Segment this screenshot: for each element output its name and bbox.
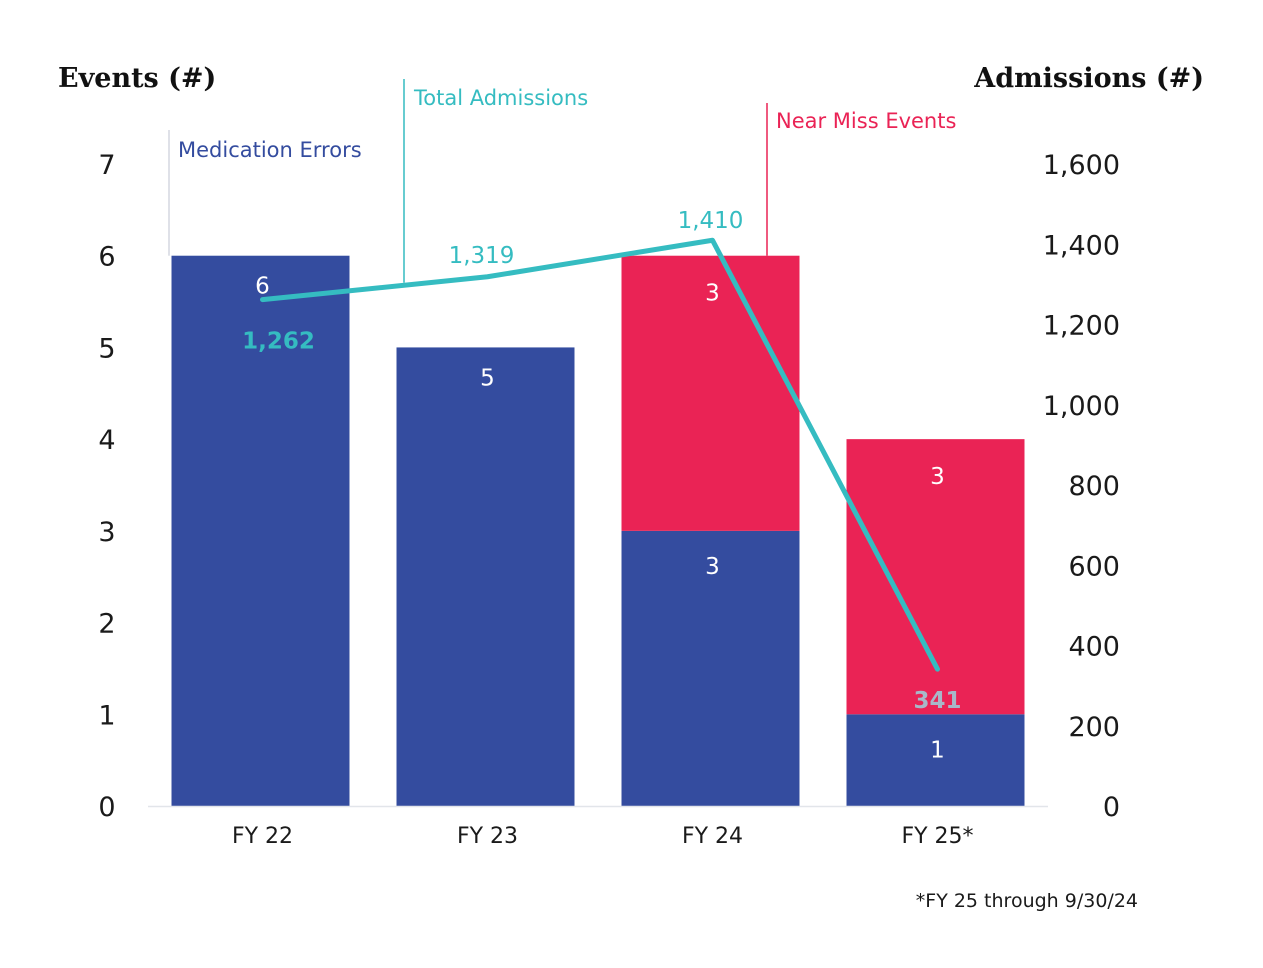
x-axis-categories: FY 22 FY 23 FY 24 FY 25* [232, 824, 974, 849]
admissions-value-label: 1,319 [449, 243, 515, 269]
right-tick-label: 400 [1068, 632, 1120, 663]
bar-label-medication-errors: 1 [930, 737, 945, 763]
bar-label-near-miss-events: 3 [930, 464, 945, 490]
bar-label-medication-errors: 5 [480, 365, 495, 391]
left-tick-label: 5 [98, 333, 115, 364]
legend-leader-lines [168, 79, 768, 283]
bar-medication-errors [396, 347, 575, 806]
admissions-line-group [260, 237, 940, 672]
right-tick-label: 0 [1103, 792, 1120, 823]
left-tick-label: 4 [98, 425, 115, 456]
bar-medication-errors [171, 255, 350, 806]
right-tick-label: 1,600 [1043, 150, 1120, 181]
bar-medication-errors [621, 530, 800, 806]
right-axis-ticks: 0 200 400 600 800 1,000 1,200 1,400 1,600 [1043, 150, 1120, 823]
legend-total-admissions: Total Admissions [413, 86, 588, 110]
legend-near-miss-events: Near Miss Events [776, 109, 956, 133]
admissions-line [260, 237, 940, 672]
right-tick-label: 800 [1068, 471, 1120, 502]
admissions-value-label: 1,410 [678, 208, 744, 234]
legend-medication-errors: Medication Errors [178, 138, 362, 162]
right-tick-label: 1,400 [1043, 230, 1120, 261]
bar-label-medication-errors: 3 [705, 554, 720, 580]
right-tick-label: 1,200 [1043, 311, 1120, 342]
left-axis-title: Events (#) [58, 63, 216, 94]
left-tick-label: 0 [98, 792, 115, 823]
left-tick-label: 2 [98, 609, 115, 640]
left-tick-label: 3 [98, 517, 115, 548]
right-tick-label: 600 [1068, 551, 1120, 582]
admissions-value-label: 341 [913, 688, 961, 714]
right-tick-label: 200 [1068, 712, 1120, 743]
left-tick-label: 6 [98, 242, 115, 273]
admissions-value-label: 1,262 [242, 329, 315, 355]
admissions-value-labels: 1,262 1,319 1,410 341 [242, 208, 961, 714]
left-tick-label: 7 [98, 150, 115, 181]
bar-label-near-miss-events: 3 [705, 281, 720, 307]
left-axis-ticks: 0 1 2 3 4 5 6 7 [98, 150, 115, 823]
bar-near-miss-events [621, 255, 800, 531]
bar-medication-errors [846, 714, 1025, 806]
x-category-label: FY 24 [682, 824, 743, 849]
right-tick-label: 1,000 [1043, 391, 1120, 422]
bar-label-medication-errors: 6 [255, 274, 270, 300]
left-tick-label: 1 [98, 700, 115, 731]
footnote: *FY 25 through 9/30/24 [916, 890, 1138, 912]
right-axis-title: Admissions (#) [973, 63, 1204, 94]
bars [171, 255, 1025, 806]
x-category-label: FY 25* [901, 824, 973, 849]
x-category-label: FY 22 [232, 824, 293, 849]
x-category-label: FY 23 [457, 824, 518, 849]
bar-value-labels: 6 5 3 3 1 3 [255, 274, 945, 764]
